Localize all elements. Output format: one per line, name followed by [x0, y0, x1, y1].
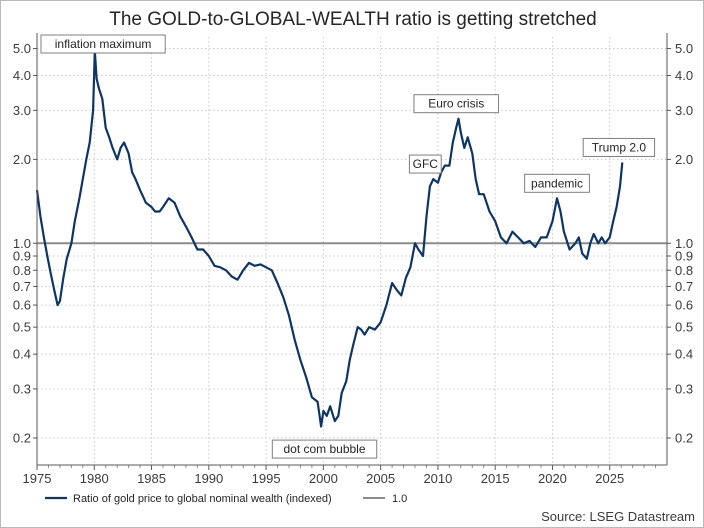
annotation-label: GFC: [413, 157, 439, 171]
annotation: pandemic: [524, 173, 590, 193]
series-line-ratio: [35, 49, 624, 428]
x-tick-label: 1980: [80, 471, 109, 486]
y-tick-label-right: 0.7: [675, 279, 693, 294]
annotation: dot com bubble: [271, 439, 378, 459]
x-tick-label: 1975: [23, 471, 52, 486]
y-tick-label-right: 0.6: [675, 298, 693, 313]
y-tick-label-right: 4.0: [675, 68, 693, 83]
y-tick-label-left: 1.0: [13, 236, 31, 251]
y-tick-label-right: 5.0: [675, 41, 693, 56]
x-tick-label: 2010: [423, 471, 452, 486]
annotation-box: [582, 137, 656, 157]
y-tick-label-left: 4.0: [13, 68, 31, 83]
y-tick-label-left: 3.0: [13, 103, 31, 118]
annotation-layer: inflation maximum dot com bubble GFC Euro c…: [40, 34, 656, 459]
annotation: inflation maximum: [40, 34, 166, 54]
annotation-box: [271, 439, 378, 459]
x-tick-label: 1985: [137, 471, 166, 486]
y-tick-label-right: 0.4: [675, 347, 693, 362]
y-tick-label-left: 2.0: [13, 152, 31, 167]
annotation: GFC: [408, 154, 442, 174]
annotation-label: Trump 2.0: [592, 140, 647, 154]
source-note: Source: LSEG Datastream: [541, 509, 695, 524]
annotation-label: dot com bubble: [283, 442, 365, 456]
y-tick-label-right: 0.8: [675, 263, 693, 278]
series-layer: [35, 49, 624, 428]
y-tick-label-right: 2.0: [675, 152, 693, 167]
legend-label-reference: 1.0: [392, 493, 407, 505]
y-tick-label-left: 5.0: [13, 41, 31, 56]
annotation-box: [40, 34, 166, 54]
x-tick-label: 2005: [366, 471, 395, 486]
y-tick-label-left: 0.4: [13, 347, 31, 362]
x-tick-label: 2025: [595, 471, 624, 486]
y-tick-label-left: 0.2: [13, 431, 31, 446]
chart-title: The GOLD-to-GLOBAL-WEALTH ratio is getti…: [109, 9, 597, 30]
x-tick-label: 1990: [194, 471, 223, 486]
x-tick-label: 2000: [309, 471, 338, 486]
x-tick-label: 2020: [538, 471, 567, 486]
x-tick-label: 2015: [481, 471, 510, 486]
annotation-label: pandemic: [531, 176, 583, 190]
x-tick-label: 1995: [252, 471, 281, 486]
axes: 1975 1980 1985 1990 1995 2000 2005 2010 2015 2020…: [13, 33, 693, 486]
y-tick-label-left: 0.3: [13, 381, 31, 396]
annotation-label: inflation maximum: [55, 37, 152, 51]
y-tick-label-left: 0.6: [13, 298, 31, 313]
annotation-label: Euro crisis: [428, 97, 484, 111]
y-tick-label-right: 0.5: [675, 320, 693, 335]
y-tick-label-left: 0.9: [13, 249, 31, 264]
y-tick-label-right: 3.0: [675, 103, 693, 118]
y-tick-label-left: 0.7: [13, 279, 31, 294]
y-tick-label-left: 0.5: [13, 320, 31, 335]
y-tick-label-left: 0.8: [13, 263, 31, 278]
annotation: Trump 2.0: [582, 137, 656, 157]
legend-label-ratio: Ratio of gold price to global nominal we…: [73, 493, 332, 505]
annotation-box: [408, 154, 442, 174]
y-tick-label-right: 1.0: [675, 236, 693, 251]
y-tick-label-right: 0.3: [675, 381, 693, 396]
y-tick-label-right: 0.9: [675, 249, 693, 264]
annotation: Euro crisis: [413, 94, 500, 114]
legend: Ratio of gold price to global nominal we…: [45, 493, 407, 505]
grid: [36, 37, 667, 465]
annotation-box: [524, 173, 590, 193]
y-tick-label-right: 0.2: [675, 431, 693, 446]
annotation-box: [413, 94, 500, 114]
